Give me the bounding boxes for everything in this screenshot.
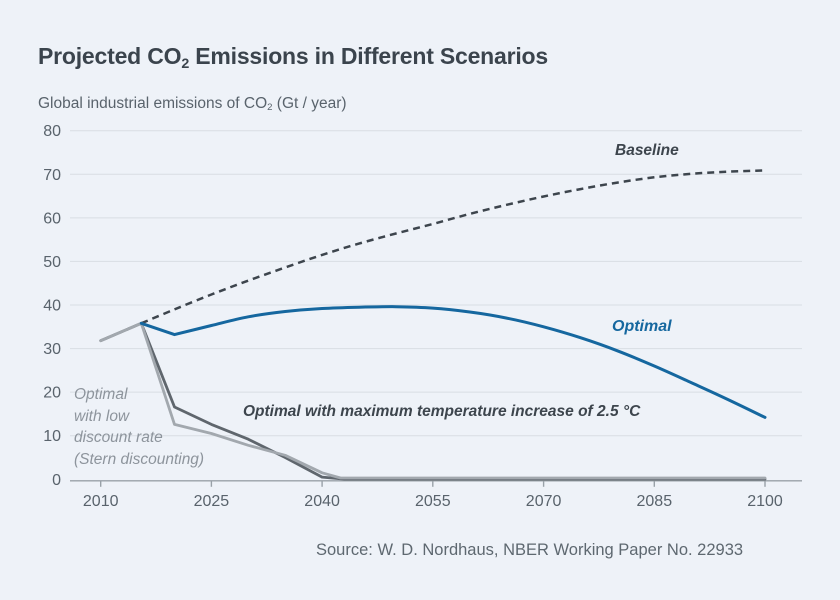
svg-text:10: 10: [43, 428, 61, 445]
svg-text:70: 70: [43, 167, 61, 184]
svg-text:80: 80: [43, 123, 61, 140]
svg-text:2055: 2055: [415, 493, 451, 510]
y-axis-unit-subscript: 2: [267, 102, 273, 114]
series-label-stern-discounting: Optimal with low discount rate (Stern di…: [74, 386, 205, 468]
svg-text:60: 60: [43, 210, 61, 227]
chart-title-text-end: Emissions in Different Scenarios: [189, 43, 548, 70]
svg-text:0: 0: [52, 472, 61, 489]
svg-text:20: 20: [43, 385, 61, 402]
chart-title-subscript: 2: [181, 55, 190, 72]
svg-text:2025: 2025: [194, 493, 230, 510]
series-label-baseline: Baseline: [615, 142, 679, 159]
chart-title-text: Projected CO: [38, 43, 182, 70]
source-credit: Source: W. D. Nordhaus, NBER Working Pap…: [316, 541, 744, 559]
svg-text:50: 50: [43, 254, 61, 271]
svg-text:2070: 2070: [526, 493, 562, 510]
series-label-optimal: Optimal: [612, 318, 672, 335]
series-label-temp-limit: Optimal with maximum temperature increas…: [243, 403, 641, 420]
y-axis-unit-text-end: (Gt / year): [272, 95, 347, 112]
svg-text:2085: 2085: [637, 493, 673, 510]
svg-text:2040: 2040: [304, 493, 340, 510]
chart-title: Projected CO2 Emissions in Different Sce…: [38, 43, 548, 70]
svg-text:40: 40: [43, 298, 61, 315]
y-axis-unit-text: Global industrial emissions of CO: [38, 95, 268, 112]
y-axis-unit-label: Global industrial emissions of CO2 (Gt /…: [38, 95, 347, 113]
svg-text:2100: 2100: [747, 493, 783, 510]
svg-text:2010: 2010: [83, 493, 119, 510]
svg-text:30: 30: [43, 341, 61, 358]
